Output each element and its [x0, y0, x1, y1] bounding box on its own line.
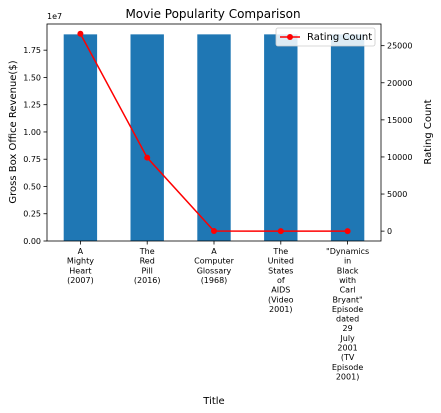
y-left-offset-text: 1e7	[47, 12, 62, 21]
x-tick-label-0: A Mighty Heart (2007)	[67, 247, 94, 285]
x-axis-ticks: A Mighty Heart (2007) The Red Pill (2016) A Compu…	[67, 241, 369, 381]
right-tick-label-0: 0	[387, 227, 392, 236]
bar-1	[130, 34, 164, 241]
x-tick-label-3: The United States of AIDS (Video 2001)	[268, 247, 294, 314]
bars-layer	[63, 34, 365, 241]
chart-title: Movie Popularity Comparison	[125, 7, 300, 21]
x-tick-label-4: "Dynamics in Black with Carl Bryant" Episode da…	[326, 247, 369, 381]
right-tick-label-2: 10000	[387, 153, 412, 162]
rating-line-layer	[77, 30, 351, 235]
y-left-axis-label: Gross Box Office Revenue($)	[8, 60, 19, 203]
right-tick-label-5: 25000	[387, 42, 412, 51]
left-tick-label-5: 1.25	[23, 101, 41, 110]
left-tick-label-2: 0.50	[23, 182, 41, 191]
legend: Rating Count	[275, 27, 376, 47]
legend-marker-swatch	[287, 34, 293, 40]
left-tick-label-0: 0.00	[23, 237, 41, 246]
right-tick-label-1: 5000	[387, 190, 407, 199]
left-tick-label-6: 1.50	[23, 73, 41, 82]
right-axis-ticks: 0 5000 10000 15000 20000 25000	[381, 42, 412, 236]
left-tick-label-3: 0.75	[23, 155, 41, 164]
left-tick-label-7: 1.75	[23, 46, 41, 55]
rating-point-0	[77, 30, 84, 37]
y-right-axis-label: Rating Count	[423, 99, 434, 164]
rating-point-3	[277, 228, 284, 235]
rating-point-1	[144, 154, 151, 161]
x-tick-label-1: The Red Pill (2016)	[134, 247, 161, 285]
legend-box	[275, 27, 376, 47]
right-tick-label-4: 20000	[387, 79, 412, 88]
left-tick-label-4: 1.00	[23, 128, 41, 137]
x-tick-label-2: A Computer Glossary (1968)	[194, 247, 234, 285]
bar-0	[63, 34, 98, 241]
right-tick-label-3: 15000	[387, 116, 412, 125]
rating-point-2	[211, 228, 217, 235]
rating-point-4	[344, 228, 351, 235]
bar-4	[330, 34, 365, 241]
x-axis-label: Title	[202, 396, 224, 407]
legend-label: Rating Count	[307, 32, 372, 43]
bar-3	[264, 34, 298, 241]
left-tick-label-1: 0.25	[23, 210, 41, 219]
bar-2	[197, 34, 231, 241]
left-axis-ticks: 0.00 0.25 0.50 0.75 1.00 1.25 1.50 1.75	[23, 46, 47, 246]
